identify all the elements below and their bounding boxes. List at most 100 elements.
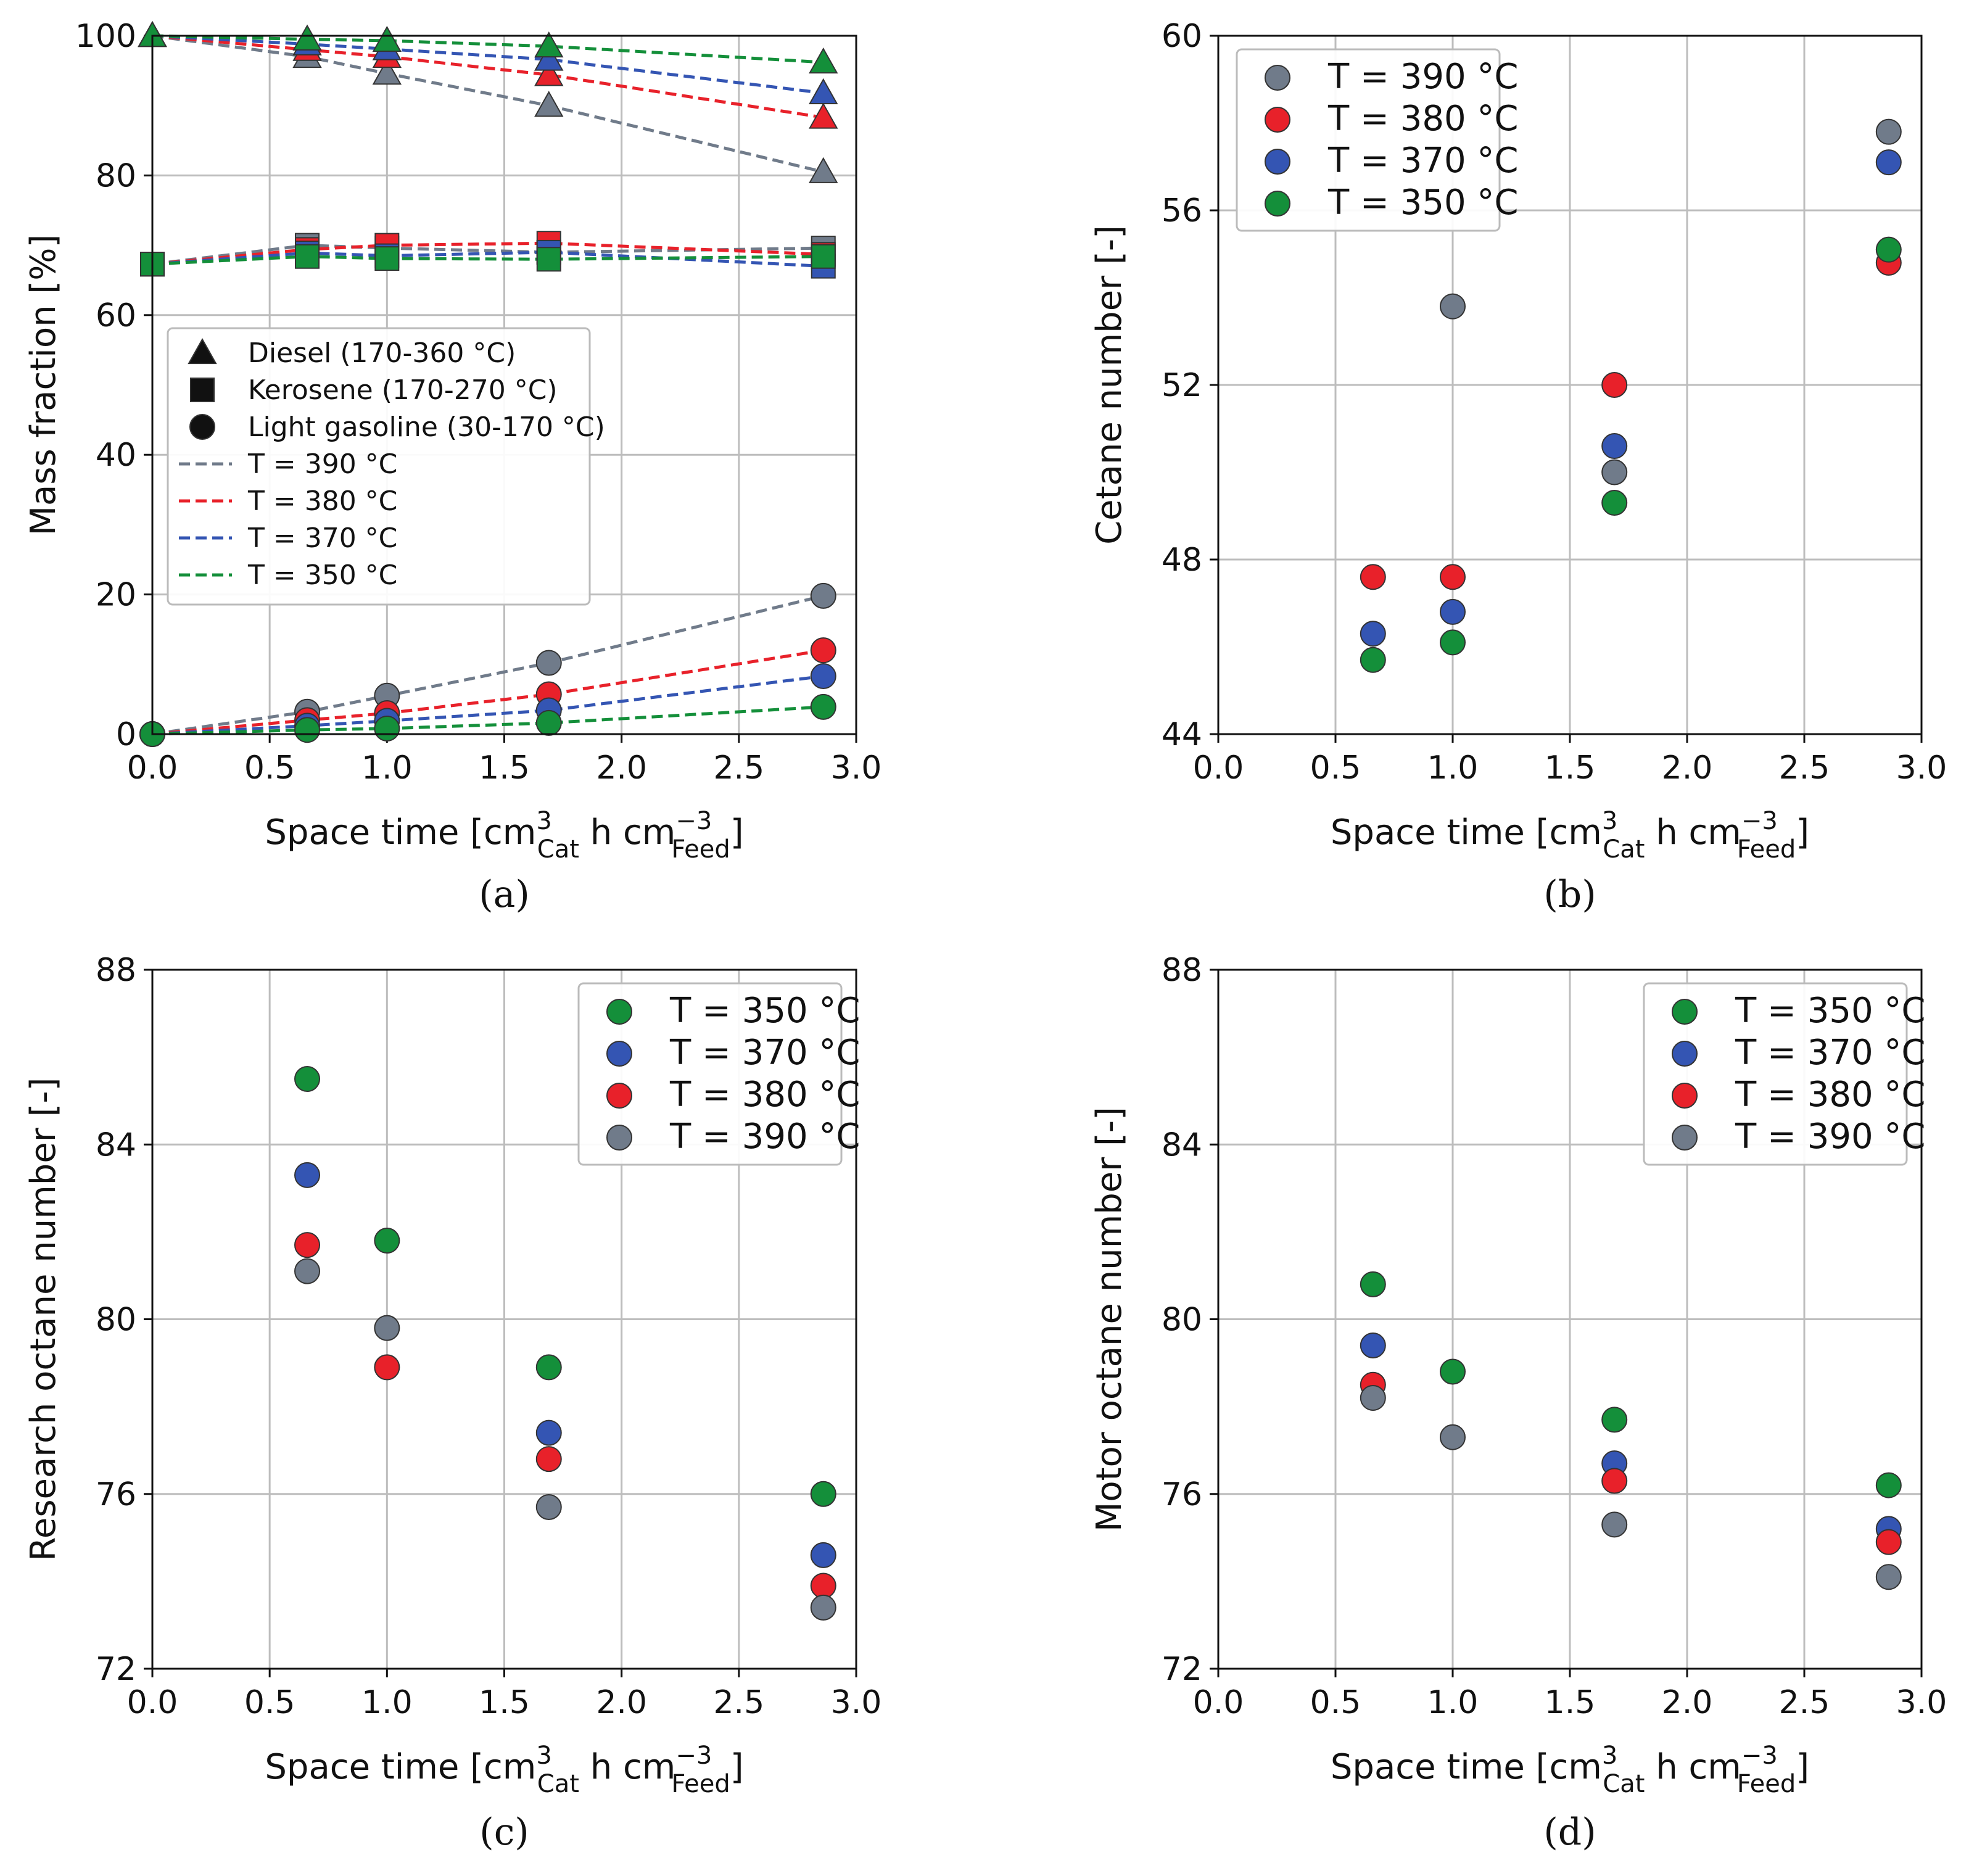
- data-point: [810, 693, 836, 720]
- data-point: [1601, 459, 1628, 486]
- y-tick-label: 84: [96, 1126, 136, 1163]
- x-tick-label: 2.5: [1779, 750, 1830, 787]
- panel-caption: (b): [1543, 873, 1596, 916]
- x-tick-label: 0.5: [244, 1684, 295, 1721]
- data-point: [810, 1572, 836, 1599]
- legend-box: [577, 982, 843, 1166]
- data-point: [535, 1354, 562, 1381]
- legend-label: T = 350 °C: [1327, 183, 1519, 223]
- data-point: [292, 24, 322, 51]
- legend-marker: [1265, 65, 1290, 91]
- x-label-text: ]: [730, 812, 744, 853]
- x-label-text: ]: [730, 1747, 744, 1787]
- x-label-sup: −3: [1741, 807, 1778, 835]
- legend-marker: [606, 1041, 632, 1067]
- y-axis-label: Cetane number [-]: [1089, 225, 1129, 545]
- x-tick-label: 1.5: [1545, 1684, 1596, 1721]
- x-label-text: Space time [cm: [265, 1747, 536, 1787]
- x-label-sub: Feed: [671, 835, 730, 864]
- y-tick-label: 52: [1162, 367, 1202, 404]
- x-label-sup: 3: [1602, 1742, 1617, 1770]
- y-tick-label: 84: [1162, 1126, 1202, 1163]
- x-label-sub: Feed: [1737, 835, 1796, 864]
- x-label-text: h cm: [1645, 1747, 1741, 1787]
- data-point: [534, 91, 564, 117]
- series-line: [152, 648, 824, 736]
- x-tick-label: 1.5: [479, 750, 530, 787]
- panel-c: 0.0 0.5 1.0 1.5 2.0 2.5 3.0 72 76 80 84 88 Space tim…: [23, 952, 881, 1854]
- legend-label: T = 370 °C: [1735, 1033, 1926, 1073]
- x-label-text: h cm: [579, 1747, 675, 1787]
- legend-label: T = 370 °C: [247, 523, 397, 554]
- data-point: [536, 247, 561, 272]
- legend-label: T = 390 °C: [669, 1117, 861, 1157]
- x-tick-label: 0.0: [127, 750, 178, 787]
- data-point: [1601, 1511, 1628, 1538]
- data-point: [294, 717, 321, 743]
- x-tick-label: 1.5: [479, 1684, 530, 1721]
- x-tick-label: 1.0: [361, 750, 413, 787]
- panel-caption: (a): [479, 873, 530, 916]
- axes-frame: [1217, 969, 1923, 1670]
- y-axis-label: Research octane number [-]: [23, 1078, 64, 1561]
- y-tick-label: 80: [96, 1302, 136, 1339]
- legend-marker: [1672, 1125, 1698, 1151]
- legend-marker: [1265, 107, 1290, 133]
- x-tick-label: 3.0: [831, 750, 882, 787]
- data-point: [1360, 564, 1386, 590]
- legend-label: T = 390 °C: [1735, 1117, 1926, 1157]
- data-point: [1601, 433, 1628, 460]
- data-point: [811, 244, 836, 269]
- y-tick-label: 76: [1162, 1476, 1202, 1513]
- y-tick-label: 88: [1162, 952, 1202, 989]
- legend-label: T = 350 °C: [247, 560, 397, 591]
- x-tick-label: 3.0: [1896, 1684, 1947, 1721]
- x-axis-label: Space time [cm3 Cat h cm−3 Feed]: [1331, 1742, 1809, 1798]
- data-point: [374, 1228, 400, 1254]
- legend-label: T = 380 °C: [247, 486, 397, 517]
- x-tick-label: 2.0: [1662, 1684, 1713, 1721]
- legend-label: T = 370 °C: [1327, 141, 1519, 181]
- data-point: [1440, 1424, 1466, 1450]
- panel-a: 0.0 0.5 1.0 1.5 2.0 2.5 3.0 0 20 40 60 80 100 Space t…: [23, 18, 881, 916]
- legend: T = 350 °CT = 370 °CT = 380 °CT = 390 °C: [577, 982, 861, 1166]
- y-tick-label: 80: [1162, 1302, 1202, 1339]
- legend-box: [1236, 48, 1501, 232]
- y-tick-label: 44: [1162, 716, 1202, 753]
- x-label-sub: Cat: [537, 835, 579, 864]
- data-point: [534, 31, 564, 58]
- legend-label: T = 380 °C: [1327, 99, 1519, 139]
- data-point: [1360, 1384, 1386, 1411]
- y-tick-label: 0: [116, 716, 136, 753]
- data-point: [535, 1494, 562, 1520]
- data-point: [1360, 1271, 1386, 1297]
- y-tick-label: 40: [96, 437, 136, 474]
- x-label-sup: −3: [1741, 1742, 1778, 1770]
- data-point: [294, 1066, 321, 1093]
- data-point: [535, 1419, 562, 1446]
- data-point: [1360, 647, 1386, 673]
- x-label-sub: Feed: [1737, 1770, 1796, 1798]
- x-label-sup: −3: [675, 1742, 712, 1770]
- legend-marker: [190, 378, 215, 402]
- x-label-text: h cm: [1645, 812, 1741, 853]
- x-label-sub: Cat: [1603, 1770, 1645, 1798]
- y-tick-label: 60: [1162, 18, 1202, 55]
- x-tick-label: 0.5: [1310, 1684, 1361, 1721]
- y-tick-label: 80: [96, 157, 136, 194]
- x-tick-label: 0.0: [127, 1684, 178, 1721]
- x-tick-label: 1.5: [1545, 750, 1596, 787]
- data-point: [809, 47, 838, 74]
- y-tick-label: 100: [75, 18, 136, 55]
- legend-marker: [1265, 149, 1290, 175]
- x-label-text: Space time [cm: [265, 812, 536, 853]
- panel-d: 0.0 0.5 1.0 1.5 2.0 2.5 3.0 72 76 80 84 88 Space tim…: [1089, 952, 1947, 1854]
- data-point: [1601, 490, 1628, 516]
- x-label-sup: 3: [536, 807, 551, 835]
- data-point: [810, 582, 836, 609]
- data-point: [374, 246, 400, 271]
- x-tick-label: 2.5: [713, 1684, 764, 1721]
- data-point: [1875, 236, 1902, 263]
- data-point: [535, 1446, 562, 1473]
- legend-marker: [606, 1125, 632, 1151]
